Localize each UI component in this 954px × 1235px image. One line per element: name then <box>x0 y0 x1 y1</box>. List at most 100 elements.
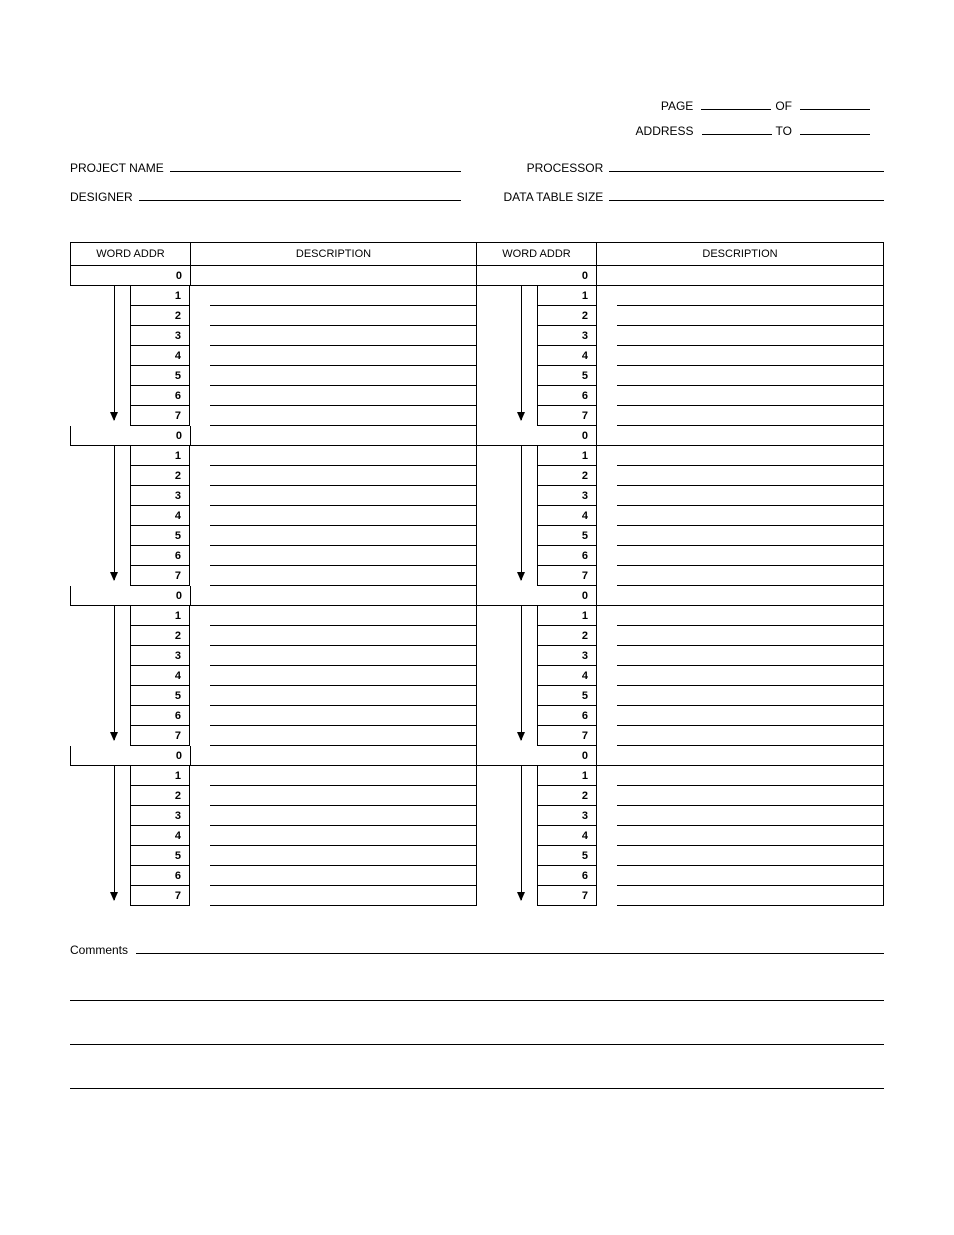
address-from-blank[interactable] <box>702 123 772 135</box>
table-row: 7 <box>477 406 884 426</box>
desc-cell[interactable] <box>617 446 884 466</box>
desc-cell[interactable] <box>617 826 884 846</box>
desc-cell[interactable] <box>617 606 884 626</box>
row-gap <box>70 326 130 346</box>
desc-cell[interactable] <box>210 606 477 626</box>
table-row: 5 <box>477 366 884 386</box>
desc-cell[interactable] <box>617 786 884 806</box>
table-row: 0 <box>70 586 477 606</box>
desc-cell[interactable] <box>597 266 884 286</box>
desc-cell[interactable] <box>210 386 477 406</box>
desc-cell[interactable] <box>210 846 477 866</box>
desc-cell[interactable] <box>617 346 884 366</box>
comments-line[interactable] <box>70 989 884 1001</box>
desc-cell[interactable] <box>191 266 477 286</box>
project-name-blank[interactable] <box>170 160 461 172</box>
desc-cell[interactable] <box>210 346 477 366</box>
desc-cell[interactable] <box>210 406 477 426</box>
desc-cell[interactable] <box>617 286 884 306</box>
page-number-blank[interactable] <box>701 98 771 110</box>
row-gap <box>70 866 130 886</box>
desc-cell[interactable] <box>597 586 884 606</box>
desc-cell[interactable] <box>210 726 477 746</box>
desc-cell[interactable] <box>617 566 884 586</box>
desc-cell[interactable] <box>617 486 884 506</box>
table-row: 0 <box>70 266 477 286</box>
data-table-size-blank[interactable] <box>609 189 884 201</box>
desc-cell[interactable] <box>210 326 477 346</box>
page-total-blank[interactable] <box>800 98 870 110</box>
desc-cell[interactable] <box>210 686 477 706</box>
desc-cell[interactable] <box>210 886 477 906</box>
desc-cell[interactable] <box>617 846 884 866</box>
desc-cell[interactable] <box>210 666 477 686</box>
comments-line[interactable] <box>70 1077 884 1089</box>
desc-cell[interactable] <box>617 366 884 386</box>
addr-cell: 4 <box>537 666 597 686</box>
table-row: 0 <box>477 586 884 606</box>
addr-cell: 4 <box>537 346 597 366</box>
row-gap <box>477 366 537 386</box>
desc-cell[interactable] <box>210 826 477 846</box>
desc-cell[interactable] <box>617 726 884 746</box>
desc-cell[interactable] <box>617 386 884 406</box>
desc-cell[interactable] <box>191 746 477 766</box>
processor-blank[interactable] <box>609 160 884 172</box>
addr-cell: 5 <box>537 846 597 866</box>
table-row: 6 <box>477 706 884 726</box>
desc-cell[interactable] <box>210 466 477 486</box>
desc-cell[interactable] <box>210 306 477 326</box>
desc-cell[interactable] <box>597 746 884 766</box>
desc-cell[interactable] <box>191 426 477 446</box>
table-row: 5 <box>477 686 884 706</box>
desc-cell[interactable] <box>617 886 884 906</box>
desc-cell[interactable] <box>210 626 477 646</box>
row-gap <box>70 646 130 666</box>
desc-cell[interactable] <box>617 506 884 526</box>
desc-cell[interactable] <box>617 406 884 426</box>
desc-cell[interactable] <box>617 466 884 486</box>
desc-cell[interactable] <box>210 766 477 786</box>
addr-cell: 1 <box>130 286 190 306</box>
desc-cell[interactable] <box>210 706 477 726</box>
desc-cell[interactable] <box>617 546 884 566</box>
addr-cell: 7 <box>537 886 597 906</box>
desc-cell[interactable] <box>210 366 477 386</box>
desc-cell[interactable] <box>617 666 884 686</box>
table-row: 6 <box>70 546 477 566</box>
desc-cell[interactable] <box>210 646 477 666</box>
desc-cell[interactable] <box>617 646 884 666</box>
row-gap <box>70 506 130 526</box>
desc-cell[interactable] <box>617 686 884 706</box>
comments-line[interactable] <box>136 942 884 954</box>
comments-line[interactable] <box>70 1033 884 1045</box>
desc-cell[interactable] <box>210 506 477 526</box>
desc-cell[interactable] <box>617 806 884 826</box>
row-gap <box>70 806 130 826</box>
desc-cell[interactable] <box>210 286 477 306</box>
table-row: 6 <box>477 546 884 566</box>
address-to-blank[interactable] <box>800 123 870 135</box>
desc-cell[interactable] <box>191 586 477 606</box>
desc-cell[interactable] <box>597 426 884 446</box>
desc-cell[interactable] <box>210 526 477 546</box>
desc-cell[interactable] <box>617 326 884 346</box>
desc-cell[interactable] <box>617 866 884 886</box>
desc-cell[interactable] <box>617 626 884 646</box>
desc-cell[interactable] <box>617 306 884 326</box>
desc-cell[interactable] <box>617 706 884 726</box>
desc-cell[interactable] <box>617 766 884 786</box>
desc-cell[interactable] <box>210 486 477 506</box>
desc-cell[interactable] <box>210 546 477 566</box>
designer-blank[interactable] <box>139 189 461 201</box>
description-header: DESCRIPTION <box>597 243 883 265</box>
desc-cell[interactable] <box>210 446 477 466</box>
desc-cell[interactable] <box>617 526 884 546</box>
desc-cell[interactable] <box>210 786 477 806</box>
group-arrow-icon <box>114 446 115 580</box>
desc-cell[interactable] <box>210 866 477 886</box>
row-gap <box>70 546 130 566</box>
table-row: 6 <box>477 866 884 886</box>
desc-cell[interactable] <box>210 806 477 826</box>
desc-cell[interactable] <box>210 566 477 586</box>
